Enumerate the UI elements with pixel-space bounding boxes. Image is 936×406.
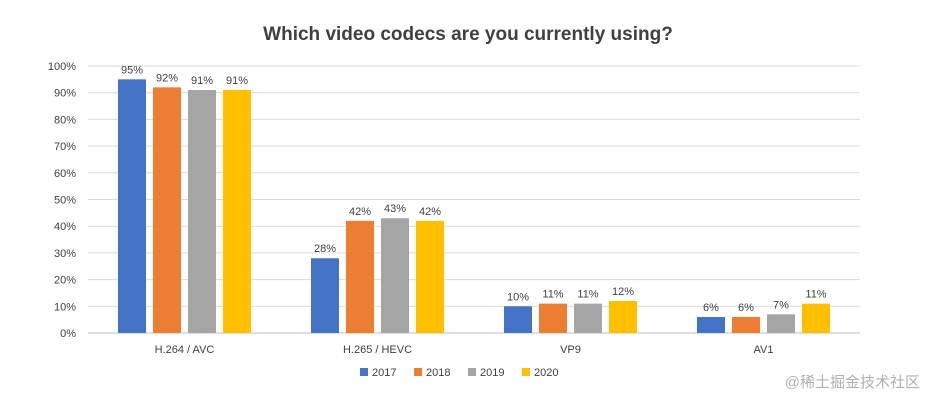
bar [223, 90, 251, 333]
data-label: 28% [314, 243, 336, 255]
legend-label: 2019 [480, 367, 504, 379]
chart-title: Which video codecs are you currently usi… [263, 24, 673, 45]
data-label: 6% [703, 302, 719, 314]
data-label: 11% [805, 289, 826, 301]
bar [539, 303, 567, 333]
y-tick-label: 80% [54, 114, 76, 126]
bar [697, 316, 725, 333]
bar [118, 79, 146, 333]
data-label: 95% [121, 64, 143, 76]
data-label: 11% [577, 289, 598, 301]
category-label: AV1 [754, 344, 774, 356]
y-tick-label: 60% [54, 168, 76, 180]
y-tick-label: 30% [54, 248, 76, 260]
category-label: VP9 [560, 344, 581, 356]
bar [381, 218, 409, 333]
bar [346, 220, 374, 333]
legend: 2017 2018 2019 2020 [360, 367, 558, 379]
data-label: 91% [191, 75, 213, 87]
y-tick-label: 10% [54, 301, 76, 313]
watermark: @稀土掘金技术社区 [784, 374, 920, 391]
data-labels: 95% 92% 91% 91% 28% 42% 43% 42% 10% 11% 11% 12% 6% 6%… [121, 64, 827, 314]
bar [188, 90, 216, 333]
data-label: 6% [738, 302, 754, 314]
bar [767, 314, 795, 333]
legend-label: 2020 [534, 367, 558, 379]
bar [732, 316, 760, 333]
legend-label: 2017 [372, 367, 396, 379]
bars [118, 79, 830, 333]
y-tick-label: 20% [54, 275, 76, 287]
data-label: 42% [419, 206, 441, 218]
grid-lines [88, 65, 860, 334]
data-label: 10% [507, 291, 529, 303]
legend-swatch [414, 368, 422, 376]
data-label: 92% [156, 72, 178, 84]
y-tick-label: 100% [48, 61, 76, 73]
legend-swatch [360, 368, 368, 376]
y-tick-label: 90% [54, 88, 76, 100]
y-tick-label: 70% [54, 141, 76, 153]
bar [311, 258, 339, 333]
x-axis-categories: H.264 / AVC H.265 / HEVC VP9 AV1 [155, 344, 774, 356]
bar [802, 303, 830, 333]
legend-swatch [468, 368, 476, 376]
data-label: 43% [384, 203, 406, 215]
data-label: 42% [349, 206, 371, 218]
y-tick-label: 0% [60, 328, 76, 340]
y-tick-label: 50% [54, 195, 76, 207]
bar [416, 220, 444, 333]
data-label: 91% [226, 75, 248, 87]
category-label: H.264 / AVC [155, 344, 215, 356]
bar [504, 306, 532, 333]
bar [153, 87, 181, 333]
y-axis-ticks: 0% 10% 20% 30% 40% 50% 60% 70% 80% 90% 100% [48, 61, 76, 340]
legend-label: 2018 [426, 367, 450, 379]
bar [574, 303, 602, 333]
data-label: 12% [612, 286, 634, 298]
category-label: H.265 / HEVC [343, 344, 412, 356]
data-label: 7% [773, 299, 789, 311]
y-tick-label: 40% [54, 221, 76, 233]
data-label: 11% [542, 289, 563, 301]
bar [609, 300, 637, 333]
legend-swatch [522, 368, 530, 376]
